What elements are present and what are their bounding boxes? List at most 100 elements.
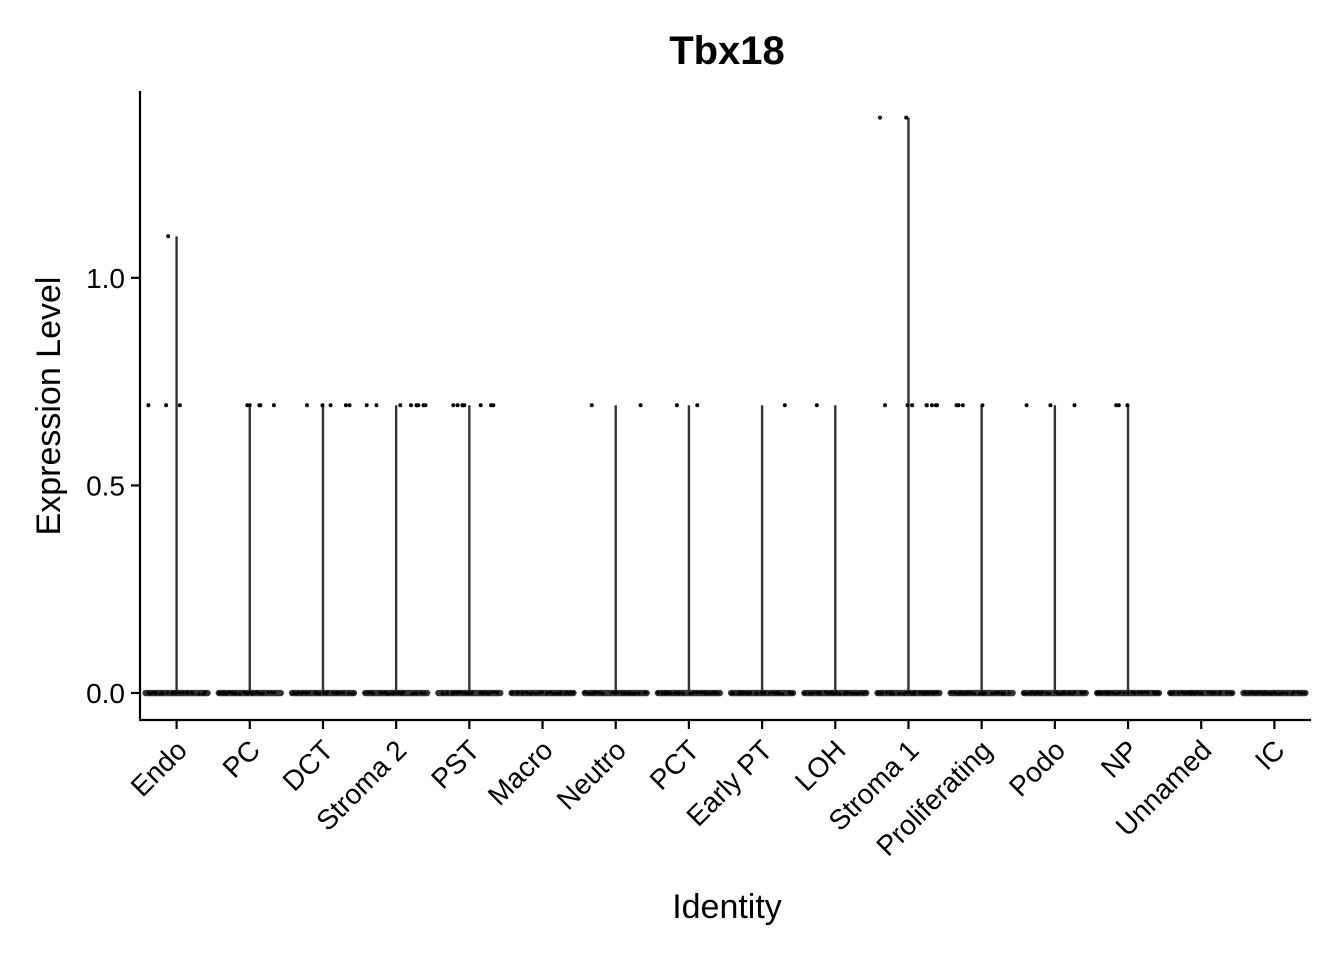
data-point [969,691,973,695]
data-point [816,691,821,695]
data-point [1097,691,1101,695]
data-point [324,692,328,696]
violin-dct [288,403,358,697]
data-point [228,691,232,695]
violin-early-pt [727,403,797,697]
data-point [331,691,335,695]
data-point [1110,691,1114,695]
data-point [1125,403,1130,408]
data-point [402,690,406,695]
data-point [455,403,460,408]
data-point [1262,690,1267,695]
data-point [1146,691,1150,695]
data-point [978,692,982,696]
data-point [1131,690,1135,695]
y-tick-label: 0.5 [86,470,125,501]
data-point [956,403,961,408]
plot-area [142,115,1309,697]
data-point [495,690,499,695]
data-point [1143,690,1148,695]
data-point [378,691,382,695]
data-point [307,691,311,695]
data-point [710,691,714,695]
data-point [368,691,372,695]
data-point [352,691,356,695]
data-point [980,691,985,695]
data-point [790,692,794,696]
data-point [1035,690,1039,695]
data-point [996,691,1000,695]
data-point [811,691,815,696]
data-point [231,691,235,695]
data-point [774,691,778,695]
data-point [197,692,201,696]
x-tick-label-np: NP [1095,734,1144,783]
data-point [146,691,150,695]
data-point [1060,692,1064,696]
data-point [1152,690,1156,694]
data-point [696,691,700,695]
data-point [339,691,343,695]
x-tick-label-neutro: Neutro [551,734,632,815]
data-point [993,691,997,695]
data-point [681,691,686,696]
data-point [1062,691,1066,695]
data-point [1296,690,1300,695]
violin-endo [142,234,211,697]
data-point [165,691,169,695]
x-tick-label-macro: Macro [482,734,559,811]
data-point [1218,690,1222,695]
violin-ic [1240,689,1309,697]
data-point [1299,691,1303,695]
data-point [464,691,468,696]
data-point [509,691,513,695]
data-point [1230,691,1234,695]
data-point [224,692,228,696]
data-point [347,403,352,408]
data-point [622,692,626,696]
data-point [745,691,749,695]
data-point [962,692,966,696]
data-point [335,691,339,696]
data-point [885,691,889,695]
data-point [714,690,718,695]
data-point [691,691,695,695]
data-point [320,403,325,408]
violin-neutro [581,403,650,697]
data-point [1028,691,1032,695]
data-point [414,691,418,695]
data-point [838,692,842,696]
data-point [1083,690,1087,695]
data-point [930,691,934,696]
data-point [245,403,250,408]
data-point [291,691,296,695]
data-point [802,691,806,695]
data-point [638,403,643,408]
data-point [534,691,538,696]
data-point [1155,691,1159,696]
data-point [490,690,494,695]
data-point [808,692,813,696]
data-point [374,403,379,408]
data-point [616,691,620,695]
data-point [181,691,185,695]
data-point [644,691,648,695]
data-point [898,691,902,695]
data-point [674,403,679,408]
data-point [763,691,767,695]
y-tick-label: 0.0 [86,678,125,709]
data-point [1247,691,1251,695]
data-point [935,403,939,408]
y-tick-label: 1.0 [86,263,125,294]
data-point [1140,691,1144,695]
data-point [814,403,819,408]
data-point [905,403,910,408]
data-point [557,692,562,696]
data-point [1269,692,1273,696]
data-point [201,692,205,696]
data-point [190,691,194,695]
x-tick-label-loh: LOH [789,734,852,797]
data-point [890,692,895,696]
data-point [152,691,156,695]
